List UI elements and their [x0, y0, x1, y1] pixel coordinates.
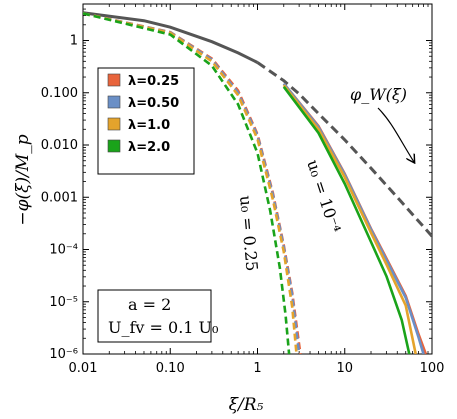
legend-label: λ=1.0: [128, 118, 170, 133]
phi-w-label: φ_W(ξ): [350, 85, 407, 104]
axis-ticks: 0.01 0.10 1 10 100 1 0.100 0.010 0.001 10⁻⁴ 10⁻⁵ 10…: [41, 4, 445, 376]
y-tick-label: 0.010: [41, 138, 78, 153]
y-tick-label: 10⁻⁴: [49, 243, 78, 258]
x-tick-label: 100: [420, 361, 445, 376]
reference-curve-solid: [83, 11, 259, 64]
series-line-7: [83, 12, 291, 354]
x-tick-label: 0.10: [156, 361, 185, 376]
x-tick-label: 1: [253, 361, 261, 376]
y-axis-title: −φ(ξ)/M_p: [13, 134, 33, 225]
x-axis-title: ξ/R₅: [229, 395, 264, 415]
param-a: a = 2: [128, 295, 171, 314]
legend-swatch: [107, 117, 121, 131]
legend-swatch: [107, 95, 121, 109]
legend: λ=0.25 λ=0.50 λ=1.0 λ=2.0: [97, 67, 195, 175]
u0-large-label: u₀ = 0.25: [236, 195, 262, 272]
x-tick-label: 0.01: [69, 361, 98, 376]
phi-w-arrow: [377, 107, 414, 162]
param-u: U_fv = 0.1 U₀: [108, 318, 218, 337]
curves: [83, 11, 432, 354]
y-tick-label: 0.100: [41, 86, 78, 101]
parameter-box: a = 2 U_fv = 0.1 U₀: [97, 289, 218, 343]
reference-curve-dashed: [256, 61, 432, 238]
series-line-0: [282, 82, 428, 354]
legend-label: λ=2.0: [128, 140, 170, 155]
y-tick-label: 1: [70, 34, 78, 49]
y-tick-label: 10⁻⁵: [49, 295, 78, 310]
y-tick-label: 0.001: [41, 190, 78, 205]
parameter-box-frame: [97, 289, 212, 343]
legend-label: λ=0.25: [128, 74, 179, 89]
series-line-2: [282, 84, 417, 354]
series-line-3: [282, 86, 411, 354]
legend-label: λ=0.50: [128, 96, 179, 111]
legend-swatch: [107, 139, 121, 153]
y-tick-label: 10⁻⁶: [49, 347, 78, 362]
series-line-1: [282, 82, 425, 354]
legend-swatch: [107, 73, 121, 87]
x-tick-label: 10: [336, 361, 353, 376]
